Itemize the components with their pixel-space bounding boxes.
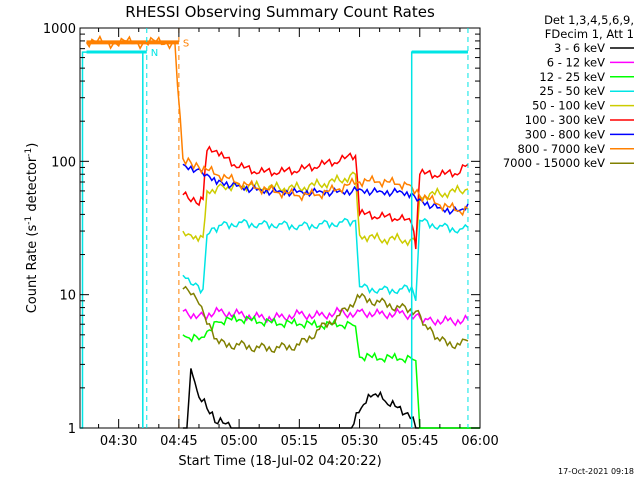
y-axis-label-main: Count Rate (s xyxy=(25,225,40,314)
series-6-12-kev xyxy=(182,306,469,327)
x-axis-ticks: 04:30 04:45 05:00 05:15 05:30 05:45 06:00 xyxy=(98,28,499,449)
x-tick-label-0445: 04:45 xyxy=(160,434,197,449)
timestamp: 17-Oct-2021 09:18 xyxy=(558,467,634,476)
legend-header-1: Det 1,3,4,5,6,9, xyxy=(544,13,634,27)
annotation-label-n: N xyxy=(151,48,158,59)
night-step-right xyxy=(410,51,468,428)
x-tick-label-0530: 05:30 xyxy=(341,434,378,449)
series-12-25-kev xyxy=(182,313,480,429)
night-step-left xyxy=(80,51,144,429)
y-tick-label-100: 100 xyxy=(51,155,76,170)
series-7000-15000-kev xyxy=(182,285,469,354)
y-axis-label-sup2: -1 xyxy=(24,148,34,157)
y-axis-label-sup1: -1 xyxy=(24,216,34,225)
y-axis-label: Count Rate (s-1 detector-1) xyxy=(24,143,40,314)
x-axis-label: Start Time (18-Jul-02 04:20:22) xyxy=(178,454,381,469)
series-3-6-kev xyxy=(182,368,480,429)
series-800-7000-kev xyxy=(85,34,469,217)
x-tick-label-0545: 05:45 xyxy=(401,434,438,449)
y-axis-label-mid: detector xyxy=(25,156,40,216)
x-tick-label-0430: 04:30 xyxy=(100,434,137,449)
legend-label-100-300-kev: 100 - 300 keV xyxy=(525,113,605,127)
series-25-50-kev xyxy=(182,217,469,302)
series-300-800-kev xyxy=(182,163,469,216)
legend-label-50-100-kev: 50 - 100 keV xyxy=(532,99,605,113)
y-axis-label-end: ) xyxy=(25,143,40,148)
legend-label-6-12-kev: 6 - 12 keV xyxy=(547,55,605,69)
y-tick-label-10: 10 xyxy=(59,289,76,304)
x-tick-label-0500: 05:00 xyxy=(220,434,257,449)
y-tick-label-1: 1 xyxy=(68,422,76,437)
series-100-300-kev xyxy=(182,145,469,250)
y-tick-label-1000: 1000 xyxy=(43,22,76,37)
legend-header-2: FDecim 1, Att 1 xyxy=(545,27,634,41)
x-tick-label-0515: 05:15 xyxy=(281,434,318,449)
legend-label-25-50-kev: 25 - 50 keV xyxy=(539,84,605,98)
legend-label-300-800-kev: 300 - 800 keV xyxy=(525,127,605,141)
annotation-layer: SN xyxy=(80,28,469,429)
legend-label-800-7000-kev: 800 - 7000 keV xyxy=(517,142,605,156)
annotation-label-s: S xyxy=(183,38,189,49)
x-tick-label-0600: 06:00 xyxy=(461,434,498,449)
chart-title: RHESSI Observing Summary Count Rates xyxy=(125,3,435,21)
legend-label-3-6-kev: 3 - 6 keV xyxy=(554,41,605,55)
series-layer xyxy=(85,34,480,429)
legend-label-7000-15000-kev: 7000 - 15000 keV xyxy=(503,156,605,170)
y-axis-ticks: 1 10 100 1000 xyxy=(43,22,480,437)
legend-label-12-25-kev: 12 - 25 keV xyxy=(539,70,605,84)
